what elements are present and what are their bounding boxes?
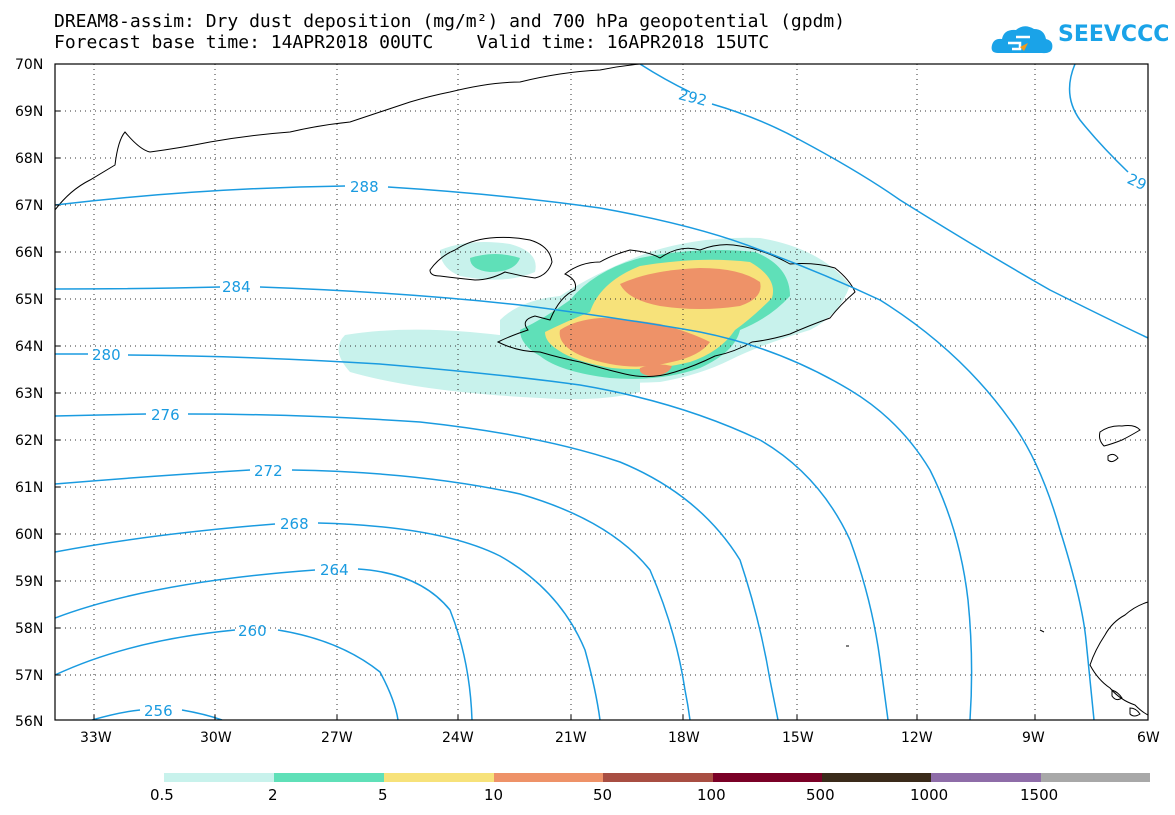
- legend-swatch-2: [274, 773, 384, 782]
- lat-label-70n: 70N: [15, 57, 43, 73]
- lat-label-61n: 61N: [15, 480, 43, 496]
- lat-label-57n: 57N: [15, 668, 43, 684]
- color-legend: 0.5 2 5 10 50 100 500 1000 1500: [150, 773, 1150, 804]
- legend-swatch-6: [713, 773, 822, 782]
- lat-label-69n: 69N: [15, 104, 43, 120]
- lat-label-63n: 63N: [15, 386, 43, 402]
- legend-label-50: 50: [593, 786, 612, 804]
- lon-label-24w: 24W: [442, 730, 474, 746]
- lat-label-60n: 60N: [15, 527, 43, 543]
- lon-label-21w: 21W: [555, 730, 587, 746]
- legend-swatch-5: [603, 773, 713, 782]
- logo-text: SEEVCCC: [1058, 22, 1170, 47]
- lat-label-66n: 66N: [15, 245, 43, 261]
- lon-label-15w: 15W: [782, 730, 814, 746]
- geopotential-contours: [55, 64, 1148, 720]
- lon-label-30w: 30W: [200, 730, 232, 746]
- contour-label-288: 288: [350, 178, 379, 196]
- cloud-icon: [991, 26, 1053, 54]
- contour-labels: 292 288 284 280 276 272 268 264 260 256 …: [92, 85, 1149, 720]
- legend-label-1500: 1500: [1020, 786, 1058, 804]
- lat-label-59n: 59N: [15, 574, 43, 590]
- lon-label-18w: 18W: [668, 730, 700, 746]
- contour-label-276: 276: [151, 406, 180, 424]
- legend-label-0.5: 0.5: [150, 786, 174, 804]
- lat-label-64n: 64N: [15, 339, 43, 355]
- axis-ticks: [55, 110, 1036, 720]
- lat-label-56n: 56N: [15, 714, 43, 730]
- lon-label-12w: 12W: [901, 730, 933, 746]
- legend-swatch-8: [931, 773, 1041, 782]
- dust-shading: [338, 237, 850, 400]
- legend-swatch-1: [164, 773, 274, 782]
- lat-label-58n: 58N: [15, 621, 43, 637]
- legend-swatch-7: [822, 773, 931, 782]
- lat-label-67n: 67N: [15, 198, 43, 214]
- lat-label-65n: 65N: [15, 292, 43, 308]
- longitude-labels: 33W 30W 27W 24W 21W 18W 15W 12W 9W 6W: [80, 730, 1160, 746]
- contour-label-272: 272: [254, 462, 283, 480]
- lon-label-33w: 33W: [80, 730, 112, 746]
- legend-label-5: 5: [378, 786, 388, 804]
- lon-label-9w: 9W: [1022, 730, 1045, 746]
- legend-label-2: 2: [268, 786, 278, 804]
- legend-swatch-9: [1041, 773, 1150, 782]
- legend-label-1000: 1000: [910, 786, 948, 804]
- latitude-labels: 70N 69N 68N 67N 66N 65N 64N 63N 62N 61N …: [15, 57, 43, 730]
- legend-swatch-3: [384, 773, 494, 782]
- contour-label-292: 292: [677, 85, 709, 109]
- graticule: [55, 64, 1148, 720]
- contour-label-256: 256: [144, 702, 173, 720]
- map-subtitle: Forecast base time: 14APR2018 00UTC Vali…: [54, 32, 770, 53]
- map-frame: [54, 63, 1149, 721]
- contour-label-280: 280: [92, 346, 121, 364]
- lat-label-68n: 68N: [15, 151, 43, 167]
- contour-label-260: 260: [238, 622, 267, 640]
- lon-label-6w: 6W: [1137, 730, 1160, 746]
- contour-label-29: 29: [1124, 170, 1149, 194]
- lat-label-62n: 62N: [15, 433, 43, 449]
- contour-label-264: 264: [320, 561, 349, 579]
- legend-swatch-4: [494, 773, 603, 782]
- legend-label-10: 10: [484, 786, 503, 804]
- coastlines: [55, 64, 1148, 717]
- contour-label-268: 268: [280, 515, 309, 533]
- map-title: DREAM8-assim: Dry dust deposition (mg/m²…: [54, 11, 846, 32]
- lon-label-27w: 27W: [321, 730, 353, 746]
- contour-label-284: 284: [222, 278, 251, 296]
- legend-label-500: 500: [806, 786, 835, 804]
- legend-label-100: 100: [697, 786, 726, 804]
